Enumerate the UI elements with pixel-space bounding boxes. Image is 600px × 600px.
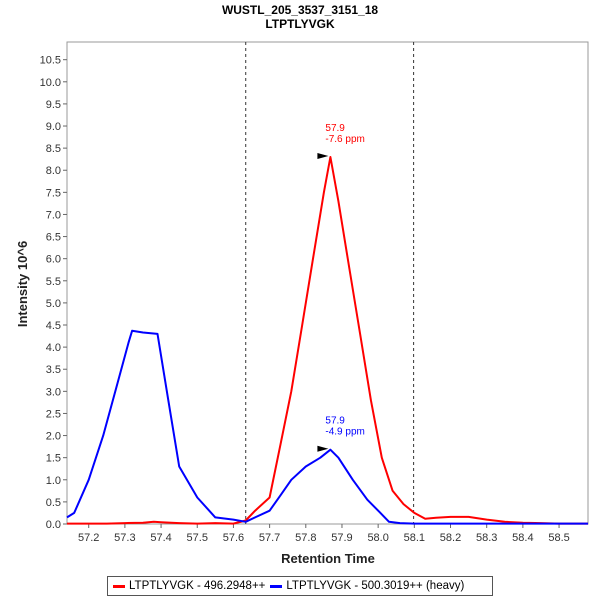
y-tick-label: 8.0	[46, 165, 61, 177]
x-tick-label: 57.9	[331, 532, 352, 544]
peak-marker-1	[317, 445, 329, 452]
legend-item-light: LTPTLYVGK - 496.2948++	[108, 580, 265, 592]
y-tick-label: 4.0	[46, 342, 61, 354]
series-line-0	[67, 156, 588, 525]
y-axis-label: Intensity 10^6	[15, 241, 30, 327]
x-tick-label: 58.3	[476, 532, 497, 544]
plot-area	[66, 41, 589, 525]
series-lines	[66, 156, 588, 525]
peak-marker-0	[317, 152, 329, 159]
x-tick-label: 57.3	[114, 532, 135, 544]
y-tick-label: 1.5	[46, 453, 61, 465]
y-tick-label: 2.5	[46, 408, 61, 420]
y-tick-label: 4.5	[46, 320, 61, 332]
x-tick-label: 57.2	[78, 532, 99, 544]
y-tick-label: 5.5	[46, 276, 61, 288]
x-axis: 57.2 57.3 57.4 57.5 57.6 57.7 57.8 57.9 58.0 58.1…	[78, 524, 570, 544]
y-axis: 0.0 0.5 1.0 1.5 2.0 2.5 3.0 3.5 4.0 4.5 5.0 5.5 6.0 6…	[40, 55, 67, 531]
x-tick-label: 58.0	[367, 532, 388, 544]
annotation-label-0: -7.6 ppm	[325, 134, 364, 145]
x-tick-label: 57.6	[223, 532, 244, 544]
y-tick-label: 10.0	[40, 77, 61, 89]
chromatogram-chart: WUSTL_205_3537_3151_18 LTPTLYVGK 0.0 0.5 1…	[15, 3, 589, 566]
integration-boundaries	[245, 42, 415, 524]
legend: LTPTLYVGK - 496.2948++ LTPTLYVGK - 500.3…	[107, 576, 493, 596]
y-tick-label: 6.5	[46, 232, 61, 244]
y-tick-label: 1.0	[46, 475, 61, 487]
y-tick-label: 3.0	[46, 386, 61, 398]
y-tick-label: 7.0	[46, 209, 61, 221]
y-tick-label: 0.0	[46, 519, 61, 531]
x-tick-label: 58.1	[404, 532, 425, 544]
x-tick-label: 58.4	[512, 532, 533, 544]
y-tick-label: 2.0	[46, 431, 61, 443]
series-line-1	[66, 329, 588, 525]
annotation-label-1: -4.9 ppm	[325, 427, 364, 438]
x-tick-label: 58.2	[440, 532, 461, 544]
x-axis-label: Retention Time	[281, 551, 375, 566]
y-tick-label: 7.5	[46, 187, 61, 199]
chart-subtitle: LTPTLYVGK	[265, 17, 335, 31]
legend-swatch-red	[113, 584, 125, 588]
legend-label-light: LTPTLYVGK - 496.2948++	[129, 580, 266, 592]
x-tick-label: 57.5	[187, 532, 208, 544]
y-tick-label: 0.5	[46, 497, 61, 509]
legend-label-heavy: LTPTLYVGK - 500.3019++ (heavy)	[286, 580, 465, 592]
y-tick-label: 9.0	[46, 121, 61, 133]
chart-title: WUSTL_205_3537_3151_18	[222, 3, 378, 17]
legend-swatch-blue	[270, 584, 283, 588]
x-tick-label: 57.7	[259, 532, 280, 544]
y-tick-label: 10.5	[40, 55, 61, 67]
y-tick-label: 5.0	[46, 298, 61, 310]
legend-item-heavy: LTPTLYVGK - 500.3019++ (heavy)	[265, 580, 464, 592]
annotation-label-0: 57.9	[325, 123, 345, 134]
y-tick-label: 6.0	[46, 254, 61, 266]
y-tick-label: 9.5	[46, 99, 61, 111]
annotation-label-1: 57.9	[325, 416, 345, 427]
x-tick-label: 58.5	[548, 532, 569, 544]
y-tick-label: 8.5	[46, 143, 61, 155]
y-tick-label: 3.5	[46, 364, 61, 376]
x-tick-label: 57.8	[295, 532, 316, 544]
x-tick-label: 57.4	[150, 532, 171, 544]
